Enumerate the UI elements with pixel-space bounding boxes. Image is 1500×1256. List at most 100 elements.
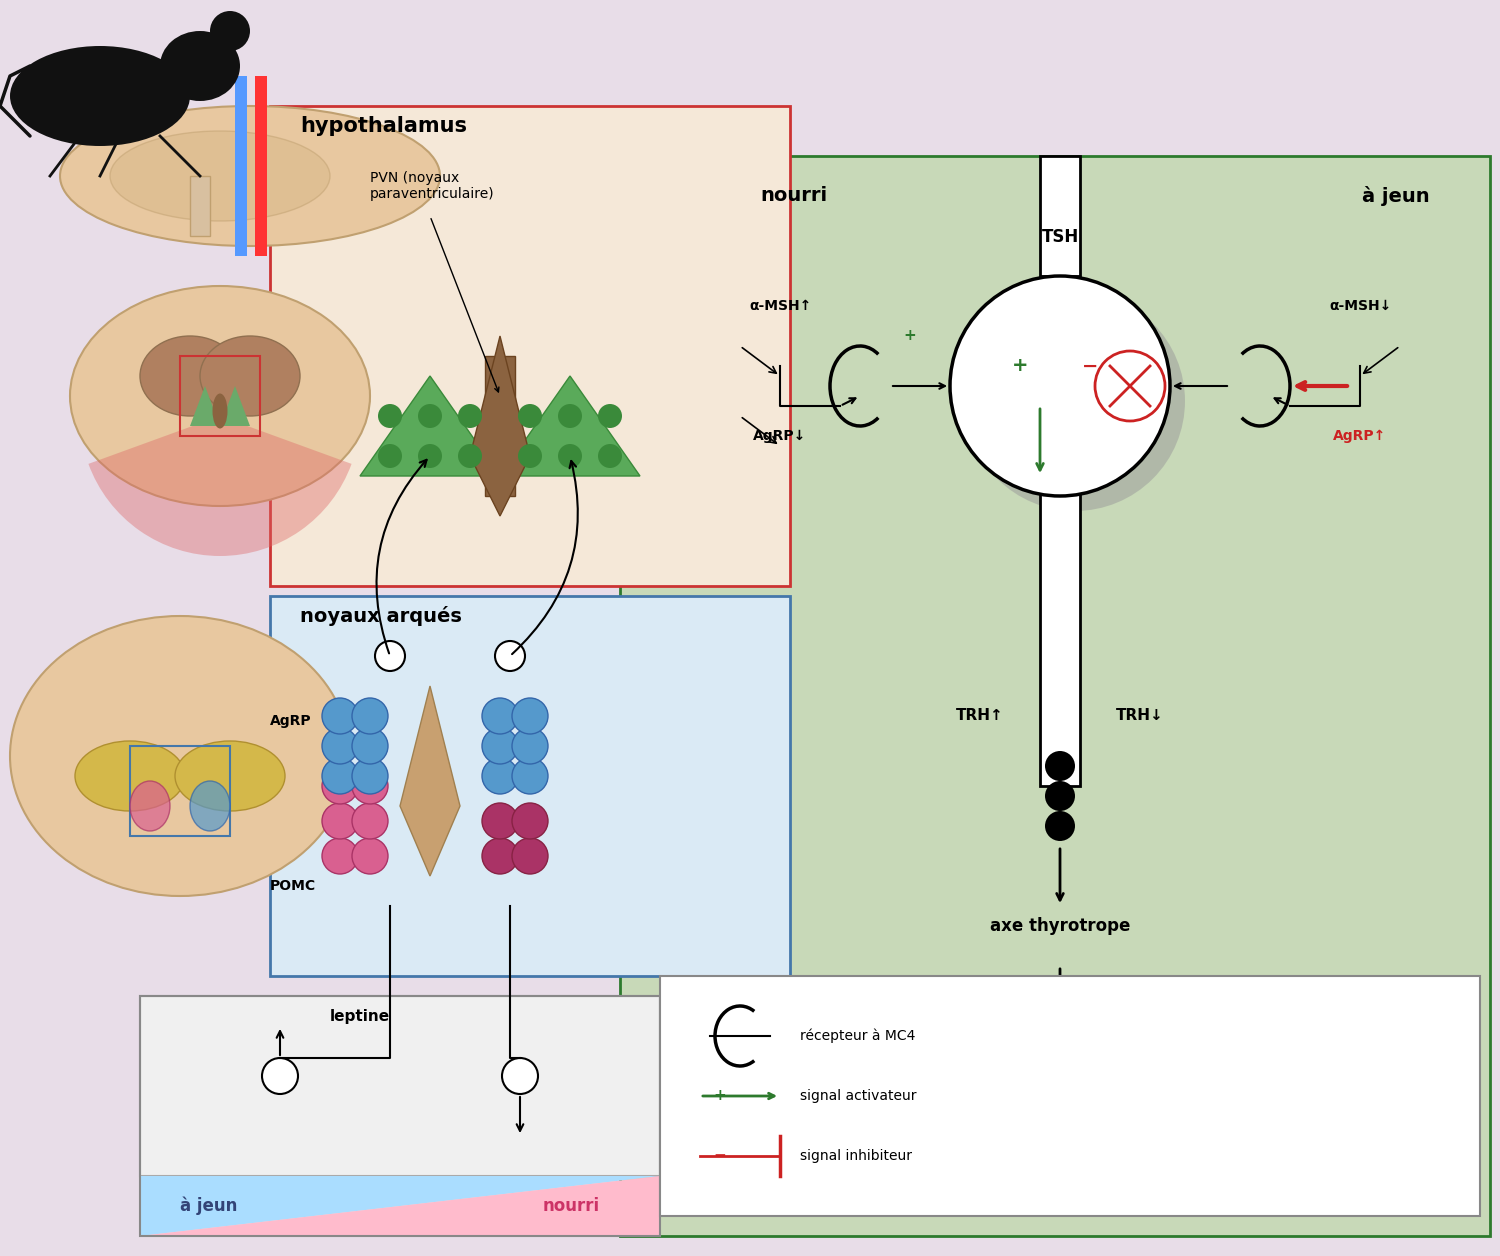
Polygon shape — [220, 386, 251, 426]
Bar — [620, 156, 1490, 1236]
Polygon shape — [400, 686, 460, 875]
Bar — [270, 106, 790, 587]
Ellipse shape — [75, 741, 184, 811]
Text: +: + — [714, 1089, 726, 1104]
Circle shape — [503, 1058, 538, 1094]
Circle shape — [322, 698, 358, 734]
Circle shape — [352, 728, 388, 764]
Circle shape — [322, 838, 358, 874]
Circle shape — [375, 641, 405, 671]
Circle shape — [1046, 781, 1076, 811]
Circle shape — [512, 698, 548, 734]
Circle shape — [210, 11, 251, 51]
Ellipse shape — [10, 46, 190, 146]
Bar — [140, 996, 660, 1236]
Circle shape — [512, 759, 548, 794]
Circle shape — [950, 276, 1170, 496]
Polygon shape — [140, 1176, 660, 1236]
Text: AgRP↓: AgRP↓ — [753, 430, 807, 443]
Ellipse shape — [200, 337, 300, 416]
Text: signal inhibiteur: signal inhibiteur — [800, 1149, 912, 1163]
Circle shape — [1046, 811, 1076, 842]
Polygon shape — [470, 337, 530, 516]
Circle shape — [598, 445, 622, 468]
Circle shape — [558, 445, 582, 468]
Text: AgRP↑: AgRP↑ — [1334, 430, 1386, 443]
Ellipse shape — [176, 741, 285, 811]
Text: POMC: POMC — [270, 879, 316, 893]
Ellipse shape — [190, 781, 230, 831]
Text: TSH: TSH — [1041, 229, 1078, 246]
Circle shape — [482, 728, 518, 764]
Polygon shape — [140, 1176, 660, 1236]
Circle shape — [322, 759, 358, 794]
Bar — [484, 355, 514, 496]
Ellipse shape — [213, 393, 228, 428]
Bar — [130, 746, 230, 836]
Text: noyaux arqués: noyaux arqués — [300, 605, 462, 625]
Circle shape — [518, 445, 542, 468]
Circle shape — [352, 767, 388, 804]
Text: nourri: nourri — [543, 1197, 600, 1215]
Text: axe thyrotrope: axe thyrotrope — [990, 917, 1130, 934]
Text: T4/T4↑: T4/T4↑ — [873, 978, 927, 993]
Circle shape — [322, 767, 358, 804]
Circle shape — [482, 759, 518, 794]
Bar — [270, 597, 790, 976]
Ellipse shape — [10, 615, 350, 896]
Circle shape — [1095, 350, 1166, 421]
Text: TRH↑: TRH↑ — [956, 708, 1004, 723]
Circle shape — [482, 803, 518, 839]
Circle shape — [458, 445, 482, 468]
Text: AgRP: AgRP — [270, 713, 312, 728]
Circle shape — [419, 404, 442, 428]
Circle shape — [495, 641, 525, 671]
Circle shape — [512, 803, 548, 839]
Ellipse shape — [140, 337, 240, 416]
Text: +: + — [903, 329, 916, 343]
Circle shape — [518, 404, 542, 428]
Bar — [255, 77, 267, 256]
Circle shape — [558, 404, 582, 428]
Text: récepteur à MC4: récepteur à MC4 — [800, 1029, 915, 1044]
Bar — [1040, 386, 1080, 786]
Circle shape — [598, 404, 622, 428]
Text: TRH↓: TRH↓ — [1116, 708, 1164, 723]
Text: hypothalamus: hypothalamus — [300, 116, 466, 136]
Circle shape — [378, 404, 402, 428]
Circle shape — [352, 803, 388, 839]
Text: à jeun: à jeun — [180, 1197, 237, 1216]
Circle shape — [458, 404, 482, 428]
Polygon shape — [500, 376, 640, 476]
Circle shape — [512, 728, 548, 764]
Text: −: − — [714, 1148, 726, 1163]
Circle shape — [322, 728, 358, 764]
Bar — [1040, 156, 1080, 276]
Circle shape — [352, 838, 388, 874]
Circle shape — [352, 759, 388, 794]
Circle shape — [378, 445, 402, 468]
Wedge shape — [88, 416, 351, 556]
Bar — [190, 176, 210, 236]
Bar — [0, 0, 630, 1256]
Circle shape — [419, 445, 442, 468]
Text: PVN (noyaux
paraventriculaire): PVN (noyaux paraventriculaire) — [370, 171, 495, 201]
Circle shape — [512, 838, 548, 874]
Bar — [660, 976, 1480, 1216]
Circle shape — [262, 1058, 298, 1094]
Text: ↓T4/T3: ↓T4/T3 — [1192, 978, 1248, 993]
Polygon shape — [190, 386, 220, 426]
Circle shape — [482, 698, 518, 734]
Text: +: + — [1011, 357, 1029, 376]
Text: −: − — [1082, 357, 1098, 376]
Text: α-MSH↑: α-MSH↑ — [748, 299, 812, 313]
Circle shape — [482, 838, 518, 874]
Text: signal activateur: signal activateur — [800, 1089, 916, 1103]
Bar — [180, 355, 260, 436]
Ellipse shape — [160, 31, 240, 100]
Circle shape — [352, 698, 388, 734]
Ellipse shape — [60, 106, 440, 246]
Text: dépense énergétique: dépense énergétique — [960, 1036, 1160, 1055]
Text: à jeun: à jeun — [1362, 186, 1430, 206]
Ellipse shape — [964, 291, 1185, 511]
